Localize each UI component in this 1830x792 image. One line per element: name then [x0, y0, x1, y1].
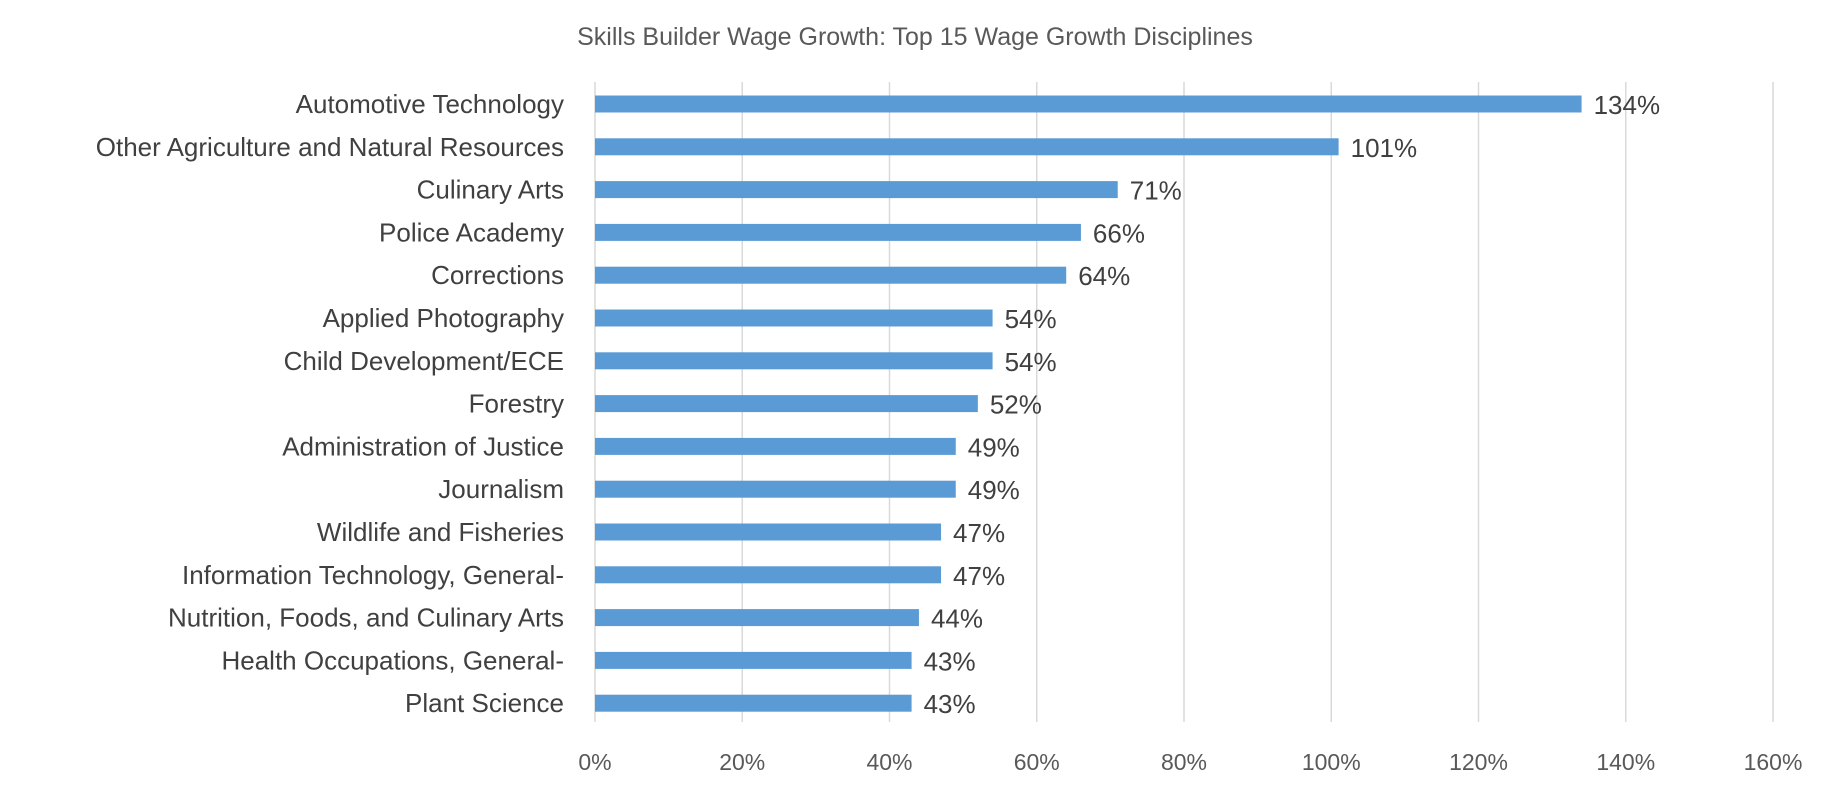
- bar: [595, 181, 1118, 199]
- bar: [595, 480, 956, 498]
- category-label: Child Development/ECE: [284, 346, 564, 376]
- bar: [595, 352, 993, 370]
- category-label: Forestry: [469, 389, 564, 419]
- data-label: 101%: [1351, 133, 1418, 163]
- category-label: Corrections: [431, 260, 564, 290]
- category-labels: Automotive Technology Other Agriculture a…: [96, 89, 564, 718]
- bar: [595, 651, 912, 669]
- category-label: Nutrition, Foods, and Culinary Arts: [168, 603, 564, 633]
- category-label: Health Occupations, General-: [221, 645, 564, 675]
- bar: [595, 309, 993, 327]
- x-tick-label: 20%: [719, 749, 765, 775]
- data-label: 47%: [953, 561, 1005, 591]
- x-tick-label: 120%: [1449, 749, 1508, 775]
- category-label: Police Academy: [379, 217, 564, 247]
- bar: [595, 95, 1582, 113]
- bar: [595, 223, 1081, 241]
- category-label: Culinary Arts: [417, 175, 564, 205]
- category-label: Journalism: [438, 474, 564, 504]
- x-tick-label: 80%: [1161, 749, 1207, 775]
- bars: [595, 95, 1582, 712]
- bar: [595, 566, 942, 584]
- category-label: Automotive Technology: [296, 89, 564, 119]
- x-tick-label: 60%: [1014, 749, 1060, 775]
- category-label: Wildlife and Fisheries: [317, 517, 564, 547]
- data-label: 43%: [924, 689, 976, 719]
- bar: [595, 437, 956, 455]
- data-label: 43%: [924, 646, 976, 676]
- x-tick-label: 160%: [1744, 749, 1803, 775]
- bar: [595, 523, 942, 541]
- data-label: 52%: [990, 390, 1042, 420]
- data-label: 49%: [968, 432, 1020, 462]
- bar: [595, 609, 919, 627]
- x-tick-label: 0%: [578, 749, 611, 775]
- data-label: 71%: [1130, 176, 1182, 206]
- data-labels: 134% 101% 71% 66% 64% 54% 54% 52% 49% 49% 47% 47% 44…: [924, 90, 1660, 719]
- data-label: 54%: [1005, 347, 1057, 377]
- category-label: Plant Science: [405, 688, 564, 718]
- chart-title: Skills Builder Wage Growth: Top 15 Wage …: [577, 23, 1253, 51]
- data-label: 64%: [1078, 261, 1130, 291]
- bar: [595, 395, 978, 413]
- bar: [595, 694, 912, 712]
- data-label: 44%: [931, 604, 983, 634]
- x-tick-label: 140%: [1596, 749, 1655, 775]
- bar: [595, 138, 1339, 156]
- data-label: 66%: [1093, 218, 1145, 248]
- category-label: Other Agriculture and Natural Resources: [96, 132, 564, 162]
- bar: [595, 266, 1067, 284]
- category-label: Administration of Justice: [282, 431, 564, 461]
- data-label: 54%: [1005, 304, 1057, 334]
- data-label: 47%: [953, 518, 1005, 548]
- category-label: Applied Photography: [323, 303, 564, 333]
- category-label: Information Technology, General-: [182, 560, 564, 590]
- data-label: 134%: [1594, 90, 1661, 120]
- x-axis-tick-labels: 0% 20% 40% 60% 80% 100% 120% 140% 160%: [578, 749, 1802, 775]
- data-label: 49%: [968, 475, 1020, 505]
- x-tick-label: 100%: [1302, 749, 1361, 775]
- x-tick-label: 40%: [866, 749, 912, 775]
